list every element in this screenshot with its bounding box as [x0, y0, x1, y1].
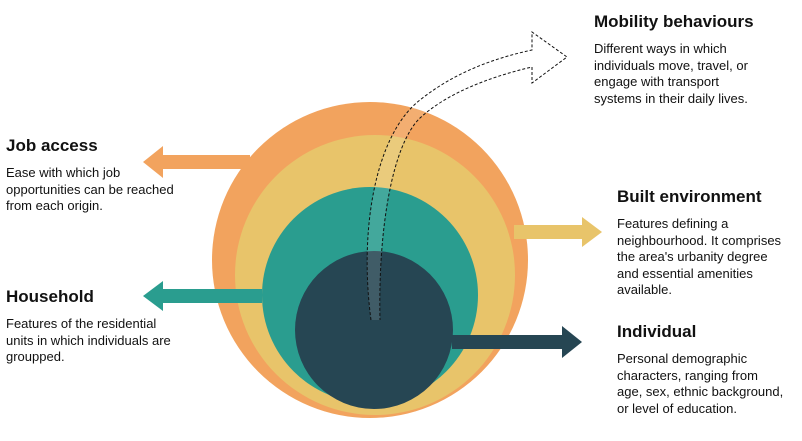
built-environment-text: Built environment Features defining a ne… — [617, 187, 799, 299]
job-access-title: Job access — [6, 136, 98, 155]
job-access-arrow — [143, 146, 250, 178]
mobility-behaviours-title: Mobility behaviours — [594, 12, 754, 31]
mobility-behaviours-description: Different ways in which individuals move… — [594, 41, 748, 106]
household-title: Household — [6, 287, 94, 306]
mobility-behaviours-arrow — [366, 31, 568, 321]
household-text: Household Features of the residential un… — [6, 287, 206, 366]
built-environment-arrow — [514, 217, 602, 247]
individual-text: Individual Personal demographic characte… — [617, 322, 799, 417]
built-environment-title: Built environment — [617, 187, 762, 206]
job-access-description: Ease with which job opportunities can be… — [6, 165, 174, 213]
individual-description: Personal demographic characters, ranging… — [617, 351, 784, 416]
built-environment-description: Features defining a neighbourhood. It co… — [617, 216, 782, 297]
job-access-text: Job access Ease with which job opportuni… — [6, 136, 206, 215]
individual-circle — [295, 251, 453, 409]
mobility-behaviours-text: Mobility behaviours Different ways in wh… — [594, 12, 794, 107]
household-description: Features of the residential units in whi… — [6, 316, 171, 364]
household-arrow — [143, 281, 262, 311]
individual-arrow — [452, 326, 582, 358]
individual-title: Individual — [617, 322, 697, 341]
